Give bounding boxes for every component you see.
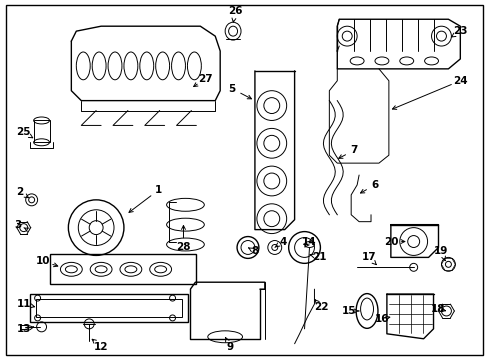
Bar: [34, 121, 49, 142]
Text: 11: 11: [17, 299, 31, 309]
Text: 7: 7: [350, 145, 357, 155]
Text: 9: 9: [226, 342, 233, 352]
Text: 1: 1: [155, 185, 162, 195]
Text: 10: 10: [36, 256, 51, 266]
Text: 17: 17: [361, 252, 376, 262]
Text: 6: 6: [370, 180, 378, 190]
Text: 21: 21: [311, 252, 326, 262]
Text: 16: 16: [374, 314, 388, 324]
Text: 3: 3: [14, 220, 21, 230]
Text: 5: 5: [228, 84, 235, 94]
Text: 8: 8: [251, 247, 258, 256]
Text: 4: 4: [279, 237, 286, 247]
Text: 23: 23: [452, 26, 467, 36]
Text: 20: 20: [384, 237, 398, 247]
Text: 18: 18: [430, 304, 445, 314]
Text: 19: 19: [433, 247, 447, 256]
Text: 26: 26: [227, 6, 242, 16]
Bar: [30, 294, 188, 322]
Text: 25: 25: [17, 127, 31, 138]
Text: 2: 2: [16, 187, 23, 197]
Text: 28: 28: [176, 243, 190, 252]
Text: 12: 12: [94, 342, 108, 352]
Bar: [49, 255, 196, 284]
Text: 27: 27: [198, 74, 212, 84]
Text: 22: 22: [313, 302, 328, 312]
Text: 13: 13: [17, 324, 31, 334]
Bar: [36, 299, 182, 317]
Text: 24: 24: [452, 76, 467, 86]
Text: 15: 15: [341, 306, 356, 316]
Text: 14: 14: [302, 237, 316, 247]
